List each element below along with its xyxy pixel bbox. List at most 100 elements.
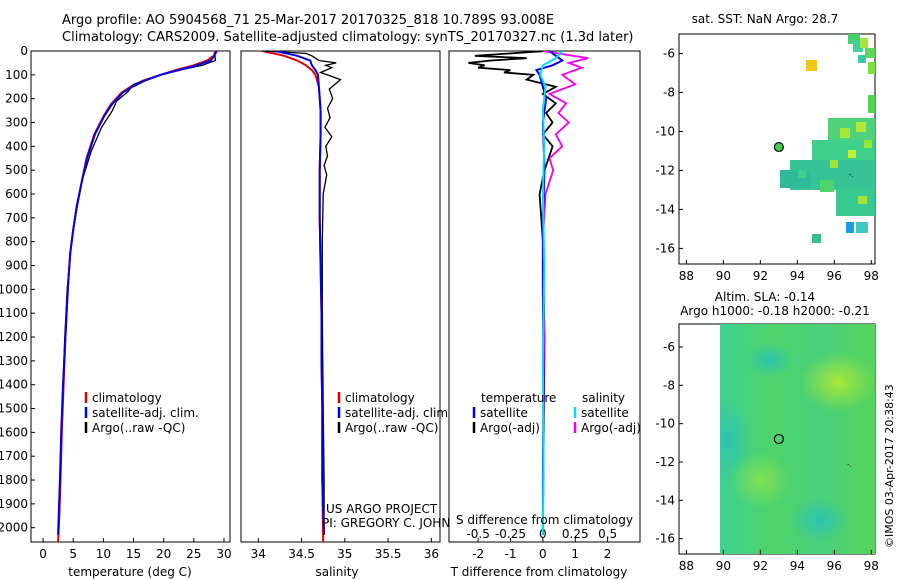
depth-tick-label: 1600 — [0, 425, 28, 439]
map-y-tick-label: -10 — [655, 124, 675, 138]
sla-low-anomaly-north — [745, 342, 795, 378]
temperature-satellite-line — [57, 51, 218, 535]
map-y-tick-label: -8 — [663, 85, 675, 99]
map-y-tick-label: -10 — [655, 417, 675, 431]
sst-cell — [846, 222, 854, 233]
sst-argo-position-marker — [773, 141, 784, 153]
sst-cell — [848, 150, 856, 158]
legend-argo-label: Argo(..raw -QC) — [345, 421, 438, 435]
sst-cell — [812, 234, 821, 243]
depth-tick-label: 100 — [5, 68, 28, 82]
depth-tick-label: 800 — [5, 235, 28, 249]
x-tick-label: 36 — [424, 547, 439, 561]
x-tick-label: 20 — [156, 547, 171, 561]
sla-low-anomaly-south — [790, 498, 850, 542]
x-tick-label: 5 — [69, 547, 77, 561]
map-x-tick-label: 92 — [753, 269, 768, 283]
s-tick-label: 0.5 — [598, 527, 617, 541]
map-x-tick-label: 88 — [679, 559, 694, 573]
sla-map-axes: 88 90 92 94 96 98 -6 -8 -10 -12 -14 -16 — [655, 340, 879, 573]
depth-tick-label: 2000 — [0, 521, 28, 535]
map-y-tick-label: -6 — [663, 46, 675, 60]
map-x-tick-label: 98 — [864, 559, 879, 573]
x-tick-label: 25 — [186, 547, 201, 561]
temperature-panel: 0100200300400500600700800900100011001200… — [0, 44, 453, 579]
x-tick-label: 2 — [604, 547, 612, 561]
x-tick-label: 30 — [216, 547, 231, 561]
sla-high-anomaly — [800, 352, 875, 412]
map-x-tick-label: 90 — [716, 559, 731, 573]
sst-cell — [856, 122, 866, 132]
map-y-tick-label: -12 — [655, 163, 675, 177]
depth-tick-label: 1800 — [0, 473, 28, 487]
s-difference-argo-line — [541, 51, 589, 535]
sst-cell — [858, 55, 866, 63]
sla-high-anomaly-south — [730, 452, 790, 508]
legend-salinity-title: salinity — [582, 391, 625, 405]
x-tick-label: 1 — [571, 547, 579, 561]
sst-cell — [853, 40, 863, 52]
legend-t-satellite-label: satellite — [480, 406, 528, 420]
x-tick-label: 0 — [39, 547, 47, 561]
depth-tick-label: 200 — [5, 92, 28, 106]
header-climatology: Climatology: CARS2009. Satellite-adjuste… — [62, 30, 634, 45]
depth-tick-label: 1500 — [0, 402, 28, 416]
salinity-axes-frame — [240, 50, 441, 543]
salinity-xlabel: salinity — [315, 565, 358, 579]
legend-temperature-title: temperature — [481, 391, 556, 405]
map-x-tick-label: 96 — [827, 269, 842, 283]
sla-track-marker: -. — [847, 461, 852, 469]
sla-argo-position-marker — [773, 433, 784, 445]
header-title: Argo profile: AO 5904568_71 25-Mar-2017 … — [62, 13, 554, 28]
map-x-tick-label: 94 — [790, 269, 805, 283]
map-y-tick-label: -16 — [655, 532, 675, 546]
map-x-tick-label: 88 — [679, 269, 694, 283]
sst-cells — [780, 34, 875, 243]
sst-cell — [840, 128, 850, 138]
sst-cell — [806, 60, 817, 71]
sst-cell — [860, 38, 868, 48]
sla-map-panel: Altim. SLA: -0.14 Argo h1000: -0.18 h200… — [655, 290, 879, 573]
s-difference-satellite-line — [539, 51, 564, 535]
legend-t-argo-label: Argo(-adj) — [480, 421, 540, 435]
map-x-tick-label: 96 — [827, 559, 842, 573]
x-tick-label: 35.5 — [375, 547, 402, 561]
depth-tick-label: 400 — [5, 139, 28, 153]
depth-tick-label: 1900 — [0, 497, 28, 511]
x-tick-label: 34.5 — [288, 547, 315, 561]
x-tick-label: 15 — [126, 547, 141, 561]
sst-cell — [858, 196, 867, 204]
legend-climatology-label: climatology — [345, 391, 415, 405]
difference-panel: -2 -1 0 1 2 -0.5 -0.25 0 0.25 0.5 S difference f… — [448, 50, 641, 579]
legend-satellite-label: satellite-adj. clim. — [92, 406, 199, 420]
depth-tick-label: 900 — [5, 259, 28, 273]
sst-cell — [868, 95, 875, 113]
sst-map-title: sat. SST: NaN Argo: 28.7 — [692, 12, 839, 26]
temperature-x-axis: 0 5 10 15 20 25 30 — [39, 538, 232, 561]
temperature-legend: climatology satellite-adj. clim. Argo(..… — [84, 391, 199, 435]
map-y-tick-label: -16 — [655, 241, 675, 255]
sst-track-marker: -. — [849, 171, 854, 179]
salinity-panel: 34 34.5 35 35.5 36 salinity climatology sate… — [240, 50, 476, 579]
sst-cell — [868, 62, 875, 74]
difference-legend: temperature salinity satellite Argo(-adj… — [472, 391, 641, 435]
legend-s-satellite-label: satellite — [581, 406, 629, 420]
x-tick-label: 34 — [251, 547, 266, 561]
sst-map-panel: sat. SST: NaN Argo: 28.7 — [655, 12, 879, 283]
depth-tick-label: 600 — [5, 187, 28, 201]
s-difference-xlabel: S difference from climatology — [456, 513, 633, 527]
depth-tick-label: 1200 — [0, 330, 28, 344]
sst-cell — [836, 188, 875, 216]
depth-tick-label: 1100 — [0, 306, 28, 320]
x-tick-label: 10 — [96, 547, 111, 561]
imos-timestamp: ©IMOS 03-Apr-2017 20:38:43 — [883, 384, 896, 548]
credit-project: US ARGO PROJECT — [326, 502, 438, 516]
sst-cell — [865, 48, 875, 58]
map-y-tick-label: -8 — [663, 378, 675, 392]
salinity-x-axis: 34 34.5 35 35.5 36 — [251, 538, 439, 561]
map-y-tick-label: -14 — [655, 493, 675, 507]
map-x-tick-label: 90 — [716, 269, 731, 283]
map-x-tick-label: 92 — [753, 559, 768, 573]
credit-pi: PI: GREGORY C. JOHNSON — [322, 516, 476, 530]
depth-tick-label: 1000 — [0, 282, 28, 296]
